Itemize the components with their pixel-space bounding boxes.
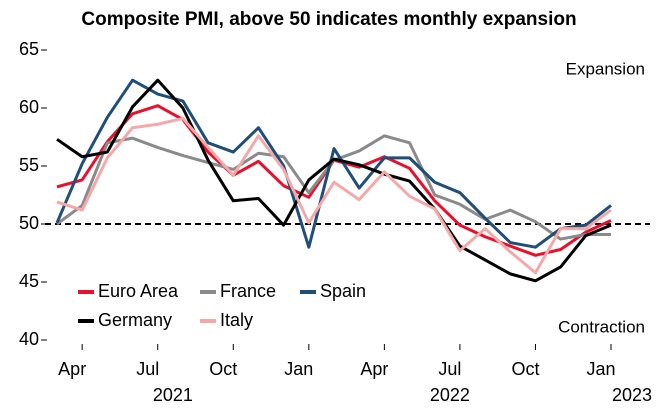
y-tick-label: 45 — [19, 271, 39, 291]
annotation: Expansion — [566, 59, 645, 78]
legend-label: Germany — [98, 310, 172, 330]
y-tick-label: 55 — [19, 155, 39, 175]
x-tick-label: Oct — [209, 359, 237, 379]
x-tick-label: Jan — [284, 359, 313, 379]
x-tick-label: Jan — [586, 359, 615, 379]
y-tick-label: 60 — [19, 97, 39, 117]
legend-label: Spain — [320, 281, 366, 301]
legend-label: France — [220, 281, 276, 301]
x-tick-label: Jul — [438, 359, 461, 379]
legend-label: Euro Area — [98, 281, 179, 301]
annotation: Contraction — [558, 317, 645, 336]
x-tick-label: Apr — [58, 359, 86, 379]
series-line — [55, 78, 612, 249]
x-year-label: 2023 — [612, 385, 652, 405]
series-line — [56, 78, 612, 283]
y-tick-label: 40 — [19, 329, 39, 349]
y-tick-label: 50 — [19, 213, 39, 233]
chart-title: Composite PMI, above 50 indicates monthl… — [81, 9, 576, 30]
legend-label: Italy — [220, 310, 253, 330]
series-line — [56, 116, 612, 275]
y-tick-label: 65 — [19, 39, 39, 59]
x-tick-label: Apr — [360, 359, 388, 379]
x-year-label: 2022 — [430, 385, 470, 405]
x-tick-label: Oct — [511, 359, 539, 379]
x-year-label: 2021 — [153, 385, 193, 405]
x-tick-label: Jul — [136, 359, 159, 379]
